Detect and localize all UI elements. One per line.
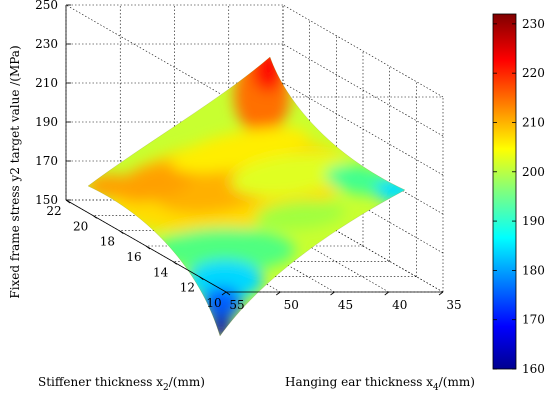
colorbar-tick-label: 170 [522, 313, 545, 327]
y-tick-labels: 10 12 14 16 18 20 22 [46, 204, 221, 310]
x-tick-labels: 35 40 45 50 55 [229, 298, 461, 312]
colorbar-tick-label: 200 [522, 165, 545, 179]
y-tick-label: 20 [73, 219, 88, 233]
colorbar-tick-label: 210 [522, 115, 545, 129]
colorbar-tick-label: 230 [522, 17, 545, 31]
x-tick-label: 50 [284, 298, 299, 312]
z-tick-label: 170 [35, 154, 58, 168]
y-tick-label: 12 [180, 281, 195, 295]
colorbar-gradient [492, 13, 517, 370]
y-axis-label: Stiffener thickness x2/(mm) [38, 375, 205, 393]
x-axis-label: Hanging ear thickness x4/(mm) [285, 375, 475, 393]
y-tick-label: 14 [153, 265, 169, 279]
y-tick-label: 18 [100, 235, 115, 249]
colorbar: 160 170 180 190 200 210 220 230 [492, 13, 545, 376]
axes [65, 4, 444, 296]
colorbar-tick-label: 180 [522, 263, 545, 277]
z-tick-label: 230 [35, 37, 58, 51]
z-tick-labels: 150 170 190 210 230 250 [35, 0, 58, 207]
colorbar-tick-label: 220 [522, 66, 545, 80]
z-axis-label: Fixed frame stress y2 target value /(MPa… [8, 45, 22, 298]
x-tick-label: 35 [446, 298, 461, 312]
x-tick-label: 40 [392, 298, 407, 312]
colorbar-ticks: 160 170 180 190 200 210 220 230 [493, 17, 545, 376]
z-tick-label: 210 [35, 76, 58, 90]
z-tick-label: 250 [35, 0, 58, 12]
colorbar-tick-label: 190 [522, 214, 545, 228]
x-tick-label: 55 [229, 298, 244, 312]
y-tick-label: 10 [206, 296, 221, 310]
y-tick-label: 22 [46, 204, 61, 218]
surface [87, 56, 406, 337]
z-tick-label: 150 [35, 193, 58, 207]
x-tick-label: 45 [338, 298, 353, 312]
y-tick-label: 16 [126, 250, 141, 264]
colorbar-tick-label: 160 [522, 362, 545, 376]
z-tick-label: 190 [35, 115, 58, 129]
